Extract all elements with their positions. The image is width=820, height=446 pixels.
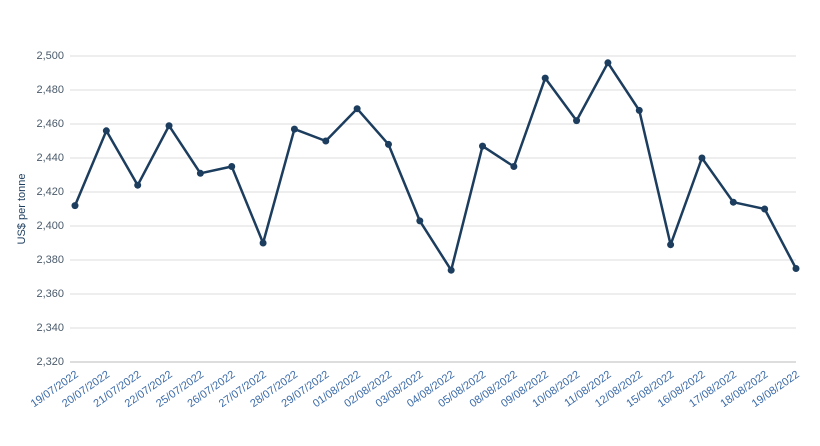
- point: [196, 169, 204, 177]
- y-tick-label: 2,320: [36, 356, 64, 368]
- y-tick-label: 2,420: [36, 186, 64, 198]
- point: [102, 127, 110, 135]
- point: [228, 163, 236, 170]
- line: [73, 61, 798, 272]
- point: [698, 154, 706, 162]
- point: [510, 163, 518, 170]
- point: [384, 140, 392, 148]
- point: [416, 217, 424, 225]
- y-tick-label: 2,340: [36, 322, 64, 334]
- point: [322, 137, 330, 145]
- point: [604, 59, 612, 67]
- y-tick-label: 2,500: [36, 50, 64, 62]
- point: [573, 117, 581, 125]
- point: [447, 266, 455, 274]
- point: [792, 265, 800, 272]
- y-axis-label: US$ per tonne: [16, 174, 28, 245]
- point: [479, 142, 487, 150]
- y-tick-label: 2,480: [36, 84, 64, 96]
- y-tick-label: 2,360: [36, 288, 64, 300]
- point: [761, 205, 769, 213]
- y-tick-label: 2,460: [36, 118, 64, 130]
- y-tick-label: 2,380: [36, 254, 64, 266]
- point: [71, 202, 79, 210]
- point: [134, 181, 142, 189]
- point: [353, 105, 361, 113]
- point: [259, 239, 267, 247]
- point: [541, 74, 549, 82]
- point: [165, 122, 173, 130]
- point: [290, 125, 298, 133]
- y-tick-label: 2,440: [36, 152, 64, 164]
- point: [635, 106, 643, 114]
- point: [667, 241, 675, 249]
- y-tick-label: 2,400: [36, 220, 64, 232]
- point: [729, 198, 737, 206]
